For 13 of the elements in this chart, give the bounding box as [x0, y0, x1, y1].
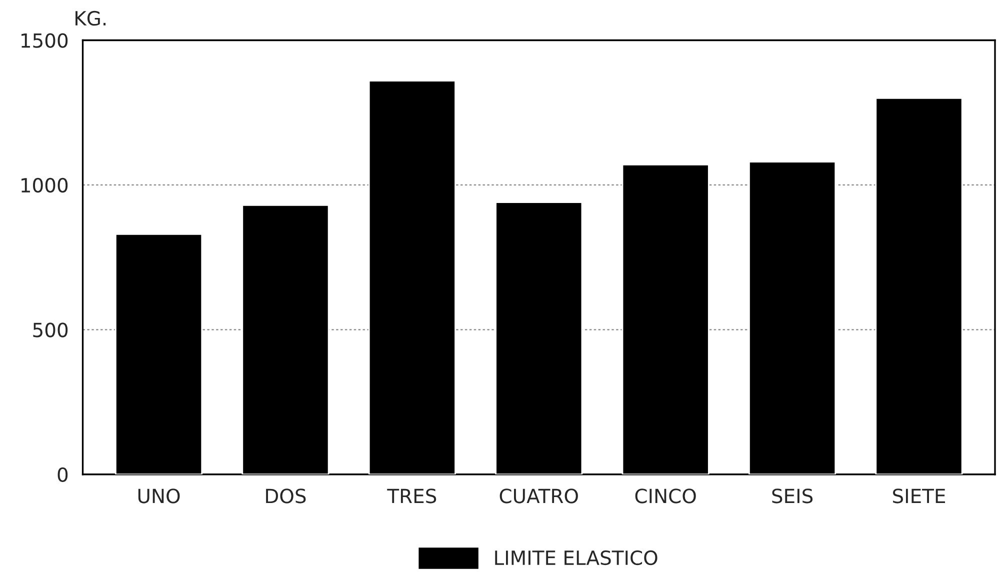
y-tick-label: 500: [33, 322, 68, 338]
y-tick-label: 1000: [22, 178, 68, 193]
x-tick-label: CINCO: [635, 488, 696, 504]
y-tick-label: 0: [58, 467, 68, 482]
x-tick-label: SIETE: [893, 488, 945, 504]
x-tick-label: SEIS: [772, 488, 813, 504]
x-tick-label: TRES: [387, 488, 436, 504]
x-tick-label: DOS: [266, 488, 306, 504]
legend-label: LIMITE ELASTICO: [495, 550, 658, 566]
y-tick-label: 1500: [22, 33, 68, 48]
x-tick-label: UNO: [138, 488, 180, 504]
y-axis-title: KG.: [76, 10, 106, 26]
x-tick-label: CUATRO: [500, 488, 578, 504]
